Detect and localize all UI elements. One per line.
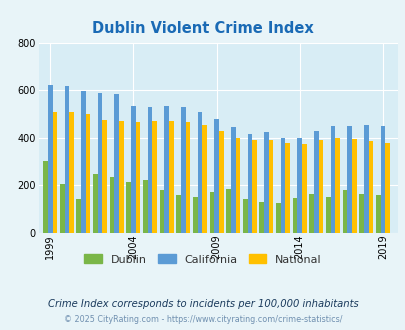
- Bar: [230, 127, 235, 233]
- Bar: [119, 121, 124, 233]
- Bar: [275, 203, 280, 233]
- Bar: [192, 197, 197, 233]
- Bar: [285, 143, 289, 233]
- Bar: [52, 112, 57, 233]
- Bar: [280, 138, 285, 233]
- Bar: [335, 138, 339, 233]
- Bar: [60, 184, 64, 233]
- Bar: [368, 141, 372, 233]
- Bar: [135, 122, 140, 233]
- Bar: [301, 144, 306, 233]
- Bar: [114, 94, 119, 233]
- Bar: [318, 140, 322, 233]
- Bar: [363, 125, 368, 233]
- Bar: [102, 120, 107, 233]
- Bar: [292, 198, 297, 233]
- Bar: [48, 85, 52, 233]
- Bar: [43, 161, 48, 233]
- Bar: [351, 139, 356, 233]
- Bar: [313, 131, 318, 233]
- Bar: [384, 143, 389, 233]
- Bar: [264, 132, 268, 233]
- Bar: [152, 121, 157, 233]
- Text: Dublin Violent Crime Index: Dublin Violent Crime Index: [92, 21, 313, 36]
- Bar: [76, 199, 81, 233]
- Bar: [147, 107, 152, 233]
- Bar: [297, 138, 301, 233]
- Bar: [98, 93, 102, 233]
- Bar: [379, 126, 384, 233]
- Bar: [159, 190, 164, 233]
- Bar: [93, 174, 98, 233]
- Bar: [126, 182, 131, 233]
- Bar: [197, 112, 202, 233]
- Bar: [375, 195, 379, 233]
- Bar: [247, 134, 252, 233]
- Bar: [69, 112, 74, 233]
- Bar: [168, 121, 173, 233]
- Bar: [176, 195, 181, 233]
- Text: © 2025 CityRating.com - https://www.cityrating.com/crime-statistics/: © 2025 CityRating.com - https://www.city…: [64, 315, 341, 324]
- Bar: [358, 193, 363, 233]
- Bar: [218, 131, 223, 233]
- Bar: [143, 181, 147, 233]
- Bar: [209, 192, 214, 233]
- Bar: [64, 86, 69, 233]
- Bar: [342, 190, 346, 233]
- Bar: [81, 91, 85, 233]
- Bar: [109, 178, 114, 233]
- Bar: [259, 202, 264, 233]
- Bar: [226, 189, 230, 233]
- Text: Crime Index corresponds to incidents per 100,000 inhabitants: Crime Index corresponds to incidents per…: [47, 299, 358, 309]
- Bar: [235, 138, 240, 233]
- Bar: [214, 119, 218, 233]
- Bar: [252, 140, 256, 233]
- Bar: [131, 106, 135, 233]
- Bar: [181, 107, 185, 233]
- Bar: [164, 106, 168, 233]
- Bar: [268, 140, 273, 233]
- Legend: Dublin, California, National: Dublin, California, National: [79, 250, 326, 269]
- Bar: [309, 193, 313, 233]
- Bar: [202, 125, 207, 233]
- Bar: [185, 122, 190, 233]
- Bar: [330, 126, 335, 233]
- Bar: [325, 197, 330, 233]
- Bar: [242, 199, 247, 233]
- Bar: [346, 126, 351, 233]
- Bar: [85, 114, 90, 233]
